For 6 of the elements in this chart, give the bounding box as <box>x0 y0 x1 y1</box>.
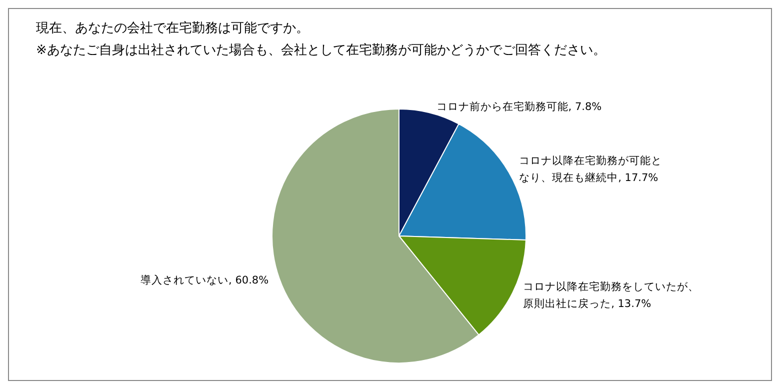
slice-label: 導入されていない, 60.8% <box>140 273 269 286</box>
chart-title: 現在、あなたの会社で在宅勤務は可能ですか。 <box>36 20 309 36</box>
chart-subtitle: ※あなたご自身は出社されていた場合も、会社として在宅勤務が可能かどうかでご回答ください。 <box>36 42 606 58</box>
slice-label: コロナ以降在宅勤務が可能となり、現在も継続中, 17.7% <box>519 154 662 184</box>
slice-label: コロナ以降在宅勤務をしていたが、原則出社に戻った, 13.7% <box>523 280 700 310</box>
slice-label: コロナ前から在宅勤務可能, 7.8% <box>436 100 602 113</box>
